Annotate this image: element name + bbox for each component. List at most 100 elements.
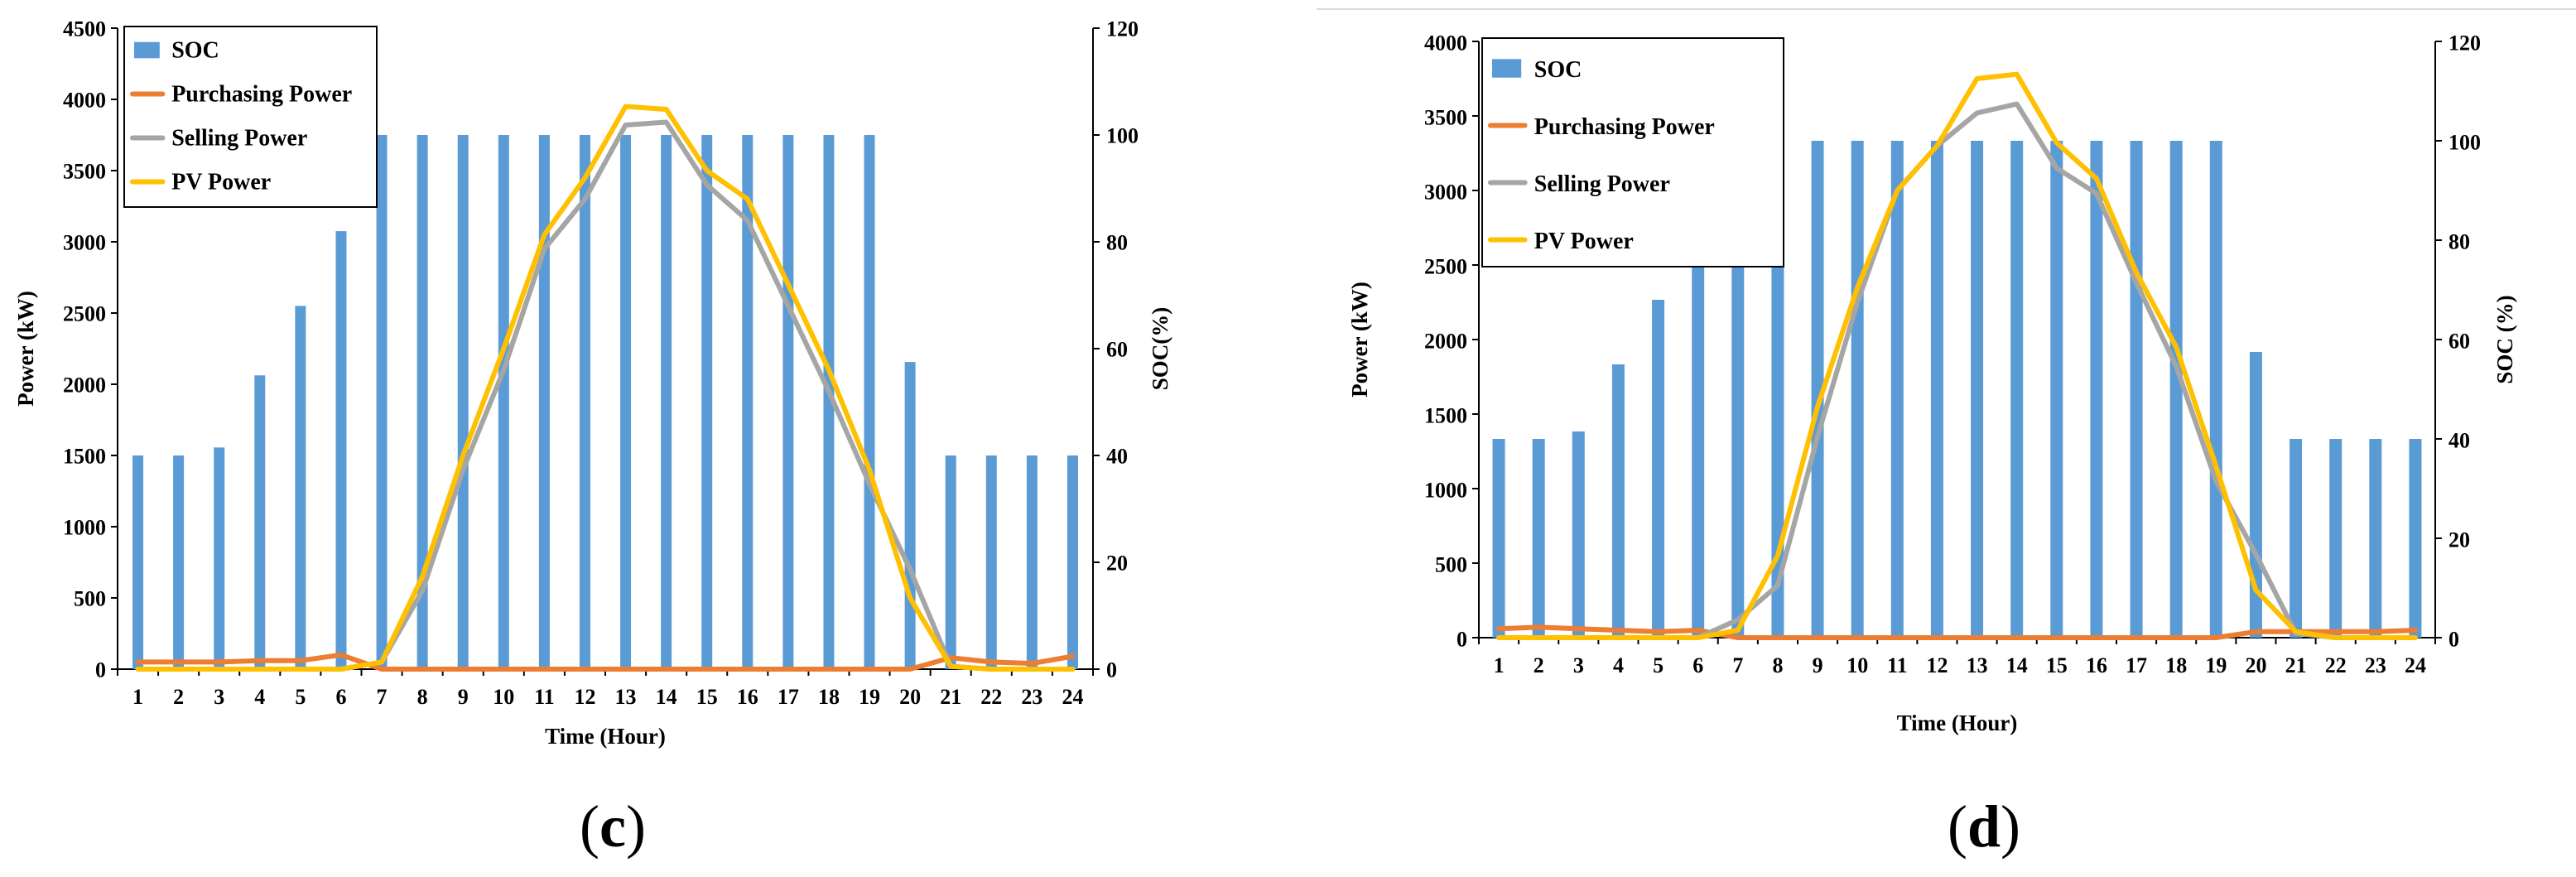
x-tick-label: 18 <box>818 685 840 709</box>
soc-bar <box>1971 141 1984 638</box>
y-tick-label: 0 <box>95 658 106 682</box>
x-tick-label: 3 <box>214 685 224 709</box>
soc-bar <box>1930 141 1943 638</box>
legend-box <box>1481 37 1784 267</box>
soc-bar <box>2249 352 2262 638</box>
y-tick-label: 3500 <box>1424 106 1467 130</box>
soc-bar <box>498 135 509 669</box>
y-tick-label: 2000 <box>1424 330 1467 354</box>
legend-swatch-soc <box>1492 59 1522 78</box>
x-tick-label: 21 <box>940 685 961 709</box>
soc-bar <box>1811 141 1824 638</box>
x-tick-label: 15 <box>2046 653 2068 677</box>
legend-label: Purchasing Power <box>171 82 352 108</box>
pv-power-line <box>135 104 1076 672</box>
soc-bar <box>2169 141 2183 638</box>
y-tick-label: 4000 <box>1424 31 1467 55</box>
x-tick-label: 16 <box>2086 653 2107 677</box>
x-tick-label: 13 <box>1967 653 1988 677</box>
legend-swatch-soc <box>134 41 160 59</box>
legend-label: Selling Power <box>1534 171 1670 197</box>
y-tick-label: 4000 <box>63 88 106 112</box>
x-tick-label: 8 <box>1772 653 1783 677</box>
soc-bar <box>538 135 550 669</box>
soc-bar <box>1532 439 1545 638</box>
y-tick-label: 1500 <box>1424 404 1467 428</box>
x-tick-label: 20 <box>2245 653 2266 677</box>
soc-bar <box>2329 439 2342 638</box>
legend-label: Purchasing Power <box>1534 114 1715 140</box>
x-tick-label: 14 <box>2006 653 2028 677</box>
y2-tick-label: 80 <box>1106 230 1128 254</box>
soc-bar <box>2290 439 2303 638</box>
soc-bar <box>214 447 225 669</box>
soc-bar <box>1026 455 1038 669</box>
soc-bar <box>985 455 997 669</box>
legend-label: SOC <box>1534 57 1582 83</box>
x-tick-label: 24 <box>2405 653 2426 677</box>
purchasing-power-line <box>135 652 1076 672</box>
y-tick-label: 3000 <box>63 230 106 254</box>
x-tick-label: 13 <box>615 685 637 709</box>
soc-bar <box>579 135 590 669</box>
soc-bar <box>2369 439 2382 638</box>
chart-c-svg: 0 500 1000 1500 2000 2500 3000 3500 4000 4500 0 20 4… <box>13 17 1172 860</box>
y-tick-label: 3500 <box>63 159 106 183</box>
soc-bar <box>2050 141 2063 638</box>
x-tick-label: 10 <box>493 685 514 709</box>
y2-tick-label: 20 <box>2448 528 2470 552</box>
x-tick-label: 4 <box>1613 653 1624 677</box>
soc-bar <box>416 135 428 669</box>
soc-bar <box>457 135 469 669</box>
x-tick-label: 21 <box>2285 653 2307 677</box>
y2-axis-title: SOC (%) <box>2492 295 2517 383</box>
x-tick-label: 19 <box>2205 653 2227 677</box>
y2-tick-label: 0 <box>1106 658 1117 682</box>
x-tick-label: 14 <box>656 685 677 709</box>
y-tick-label: 4500 <box>63 17 106 41</box>
y-tick-label: 2500 <box>1424 255 1467 279</box>
x-tick-label: 24 <box>1062 685 1083 709</box>
x-tick-label: 2 <box>1534 653 1544 677</box>
soc-bar <box>1692 230 1705 638</box>
x-tick-label: 1 <box>132 685 143 709</box>
soc-bar <box>1492 439 1505 638</box>
y-tick-label: 500 <box>74 586 106 610</box>
y-tick-label: 0 <box>1457 628 1467 652</box>
soc-bar <box>823 135 835 669</box>
x-tick-label: 19 <box>859 685 880 709</box>
soc-bar <box>864 135 875 669</box>
x-tick-label: 12 <box>1926 653 1948 677</box>
soc-bar <box>254 375 266 669</box>
soc-bar <box>701 135 713 669</box>
x-tick-label: 6 <box>1692 653 1703 677</box>
x-tick-label: 1 <box>1494 653 1505 677</box>
y2-tick-label: 0 <box>2448 628 2459 652</box>
y2-tick-label: 100 <box>1106 123 1139 147</box>
y2-tick-label: 60 <box>1106 337 1128 361</box>
y2-tick-label: 60 <box>2448 330 2470 354</box>
y2-tick-label: 40 <box>2448 429 2470 453</box>
soc-bar <box>1652 300 1665 638</box>
y-axis-title: Power (kW) <box>13 291 38 407</box>
y-tick-label: 1000 <box>63 515 106 539</box>
soc-bar <box>2209 141 2222 638</box>
x-tick-label: 15 <box>696 685 718 709</box>
x-tick-label: 4 <box>254 685 265 709</box>
x-tick-label: 11 <box>534 685 555 709</box>
top-divider-line <box>1317 8 2576 10</box>
soc-bar <box>1851 141 1864 638</box>
soc-bar <box>742 135 754 669</box>
x-axis-title: Time (Hour) <box>545 724 666 749</box>
y2-tick-label: 40 <box>1106 444 1128 468</box>
x-axis-title: Time (Hour) <box>1897 711 2018 735</box>
legend-label: PV Power <box>1534 229 1634 254</box>
soc-bar <box>376 135 388 669</box>
legend-box <box>123 26 378 208</box>
soc-bar <box>2090 141 2103 638</box>
soc-bar <box>2409 439 2422 638</box>
soc-bar <box>2010 141 2024 638</box>
panel-label: (d) <box>1948 793 2020 860</box>
soc-bar <box>1611 364 1625 638</box>
purchasing-power-line <box>1496 624 2418 640</box>
